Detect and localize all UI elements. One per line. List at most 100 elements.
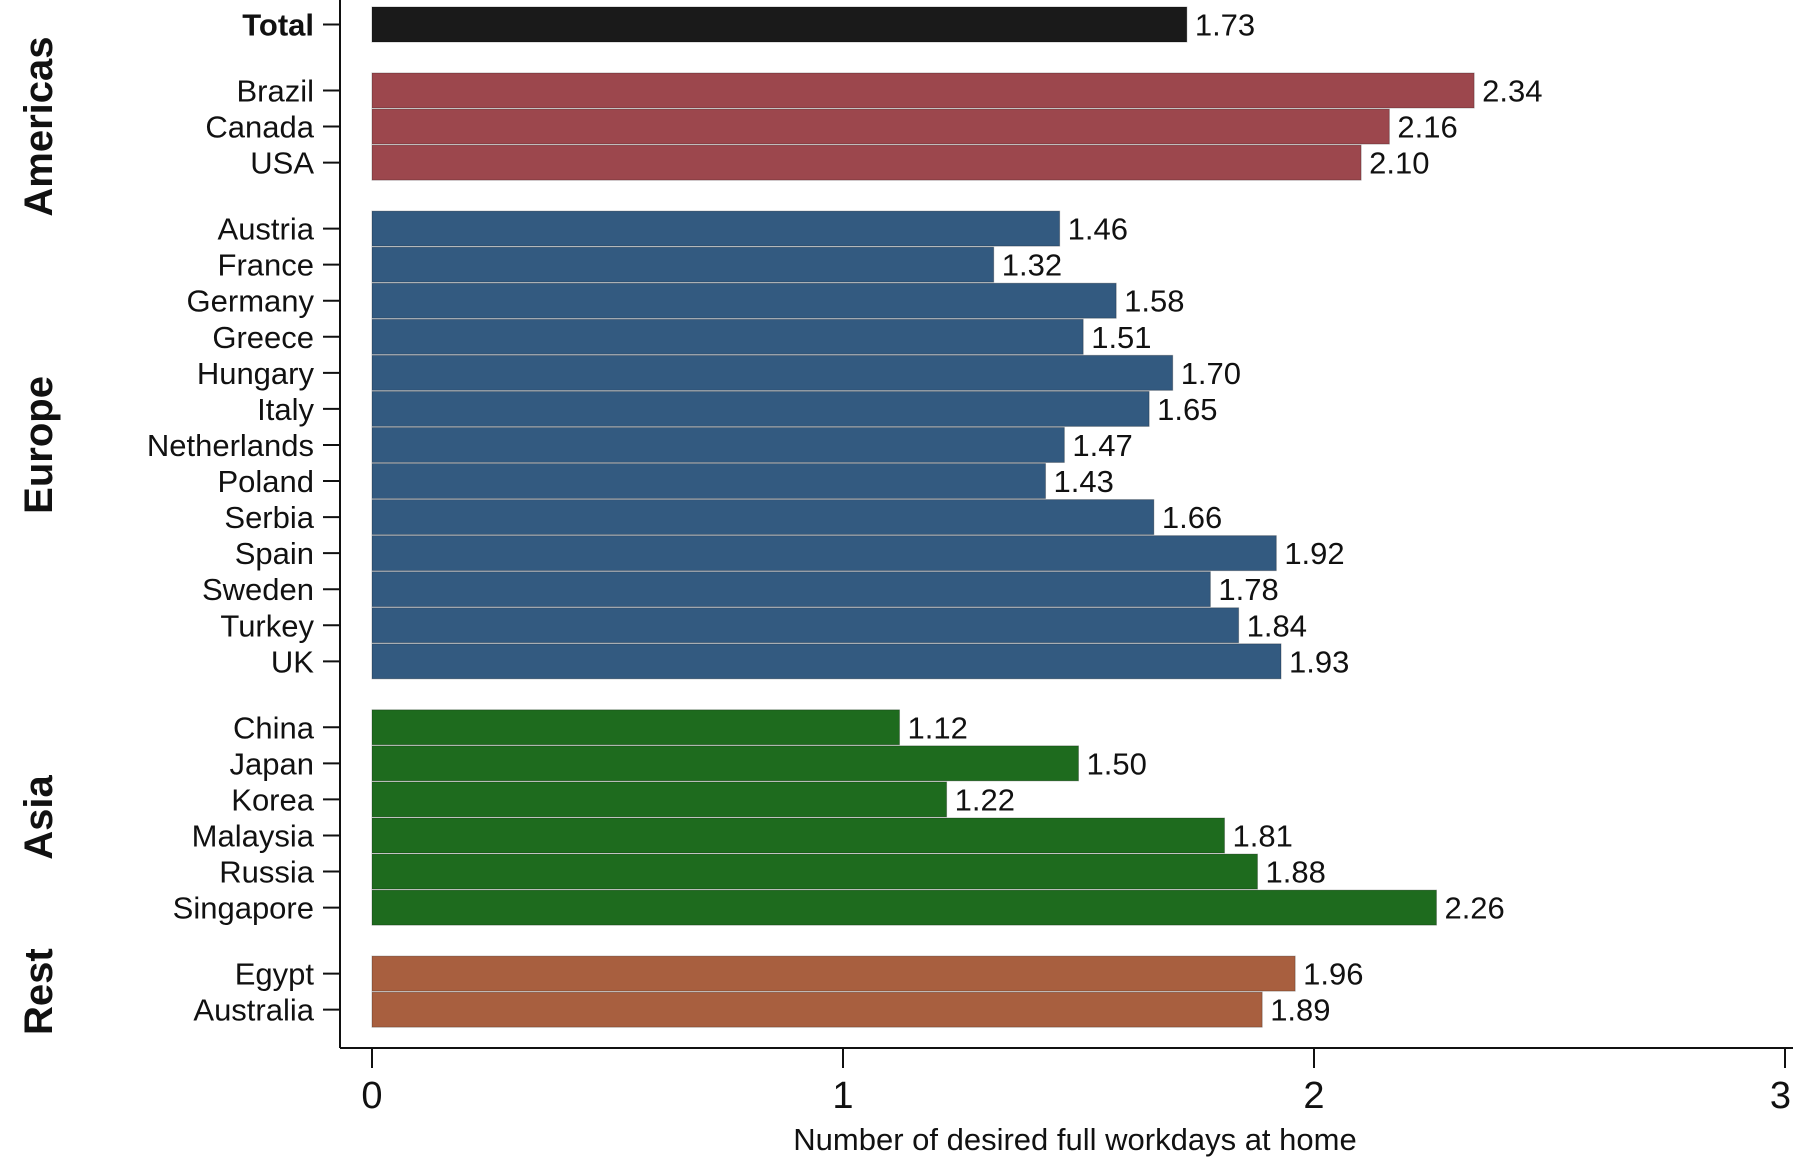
- category-label-germany: Germany: [187, 284, 315, 319]
- value-label-bg-poland: [1047, 464, 1124, 498]
- bar-turkey: [371, 607, 1240, 644]
- value-label-bg-canada: [1391, 110, 1468, 144]
- bar-germany: [371, 282, 1117, 319]
- bar-poland: [371, 463, 1047, 500]
- bar-russia: [371, 853, 1258, 890]
- category-label-spain: Spain: [235, 536, 314, 571]
- x-tick-label-0: 0: [361, 1075, 382, 1117]
- bar-brazil: [371, 72, 1475, 109]
- bar-australia: [371, 991, 1263, 1028]
- value-label-turkey: 1.84: [1247, 608, 1307, 643]
- value-label-france: 1.32: [1002, 248, 1062, 283]
- group-label-rest: Rest: [17, 948, 61, 1035]
- value-label-hungary: 1.70: [1181, 356, 1241, 391]
- value-label-korea: 1.22: [955, 782, 1015, 817]
- value-label-bg-singapore: [1438, 891, 1515, 925]
- value-label-egypt: 1.96: [1303, 957, 1363, 992]
- value-label-japan: 1.50: [1087, 746, 1147, 781]
- value-label-russia: 1.88: [1265, 855, 1325, 890]
- category-label-malaysia: Malaysia: [192, 818, 315, 853]
- category-label-hungary: Hungary: [197, 356, 315, 391]
- value-label-bg-sweden: [1212, 572, 1289, 606]
- x-tick-label-3: 3: [1770, 1075, 1791, 1117]
- value-label-italy: 1.65: [1157, 392, 1217, 427]
- category-label-russia: Russia: [219, 855, 315, 890]
- category-label-usa: USA: [250, 146, 314, 181]
- value-label-bg-hungary: [1174, 356, 1251, 390]
- category-label-austria: Austria: [218, 212, 315, 247]
- value-label-germany: 1.58: [1124, 284, 1184, 319]
- category-label-china: China: [233, 710, 315, 745]
- value-label-bg-spain: [1278, 536, 1355, 570]
- bar-greece: [371, 318, 1084, 355]
- value-label-usa: 2.10: [1369, 146, 1429, 181]
- group-label-europe: Europe: [17, 376, 61, 514]
- category-label-greece: Greece: [212, 320, 314, 355]
- bar-china: [371, 709, 901, 746]
- bar-singapore: [371, 889, 1437, 926]
- bar-total: [371, 6, 1188, 43]
- value-label-uk: 1.93: [1289, 644, 1349, 679]
- value-label-bg-total: [1188, 8, 1265, 41]
- bar-serbia: [371, 499, 1155, 536]
- value-label-sweden: 1.78: [1218, 572, 1278, 607]
- value-label-austria: 1.46: [1068, 212, 1128, 247]
- bar-uk: [371, 643, 1282, 680]
- value-label-greece: 1.51: [1091, 320, 1151, 355]
- bar-egypt: [371, 955, 1296, 992]
- value-label-bg-russia: [1259, 855, 1336, 889]
- x-tick-label-2: 2: [1303, 1075, 1324, 1117]
- value-label-malaysia: 1.81: [1233, 818, 1293, 853]
- bar-canada: [371, 108, 1390, 145]
- value-label-bg-australia: [1264, 993, 1341, 1027]
- value-label-singapore: 2.26: [1444, 891, 1504, 926]
- category-label-canada: Canada: [205, 110, 314, 145]
- group-label-asia: Asia: [17, 774, 61, 859]
- value-label-netherlands: 1.47: [1072, 428, 1132, 463]
- value-label-bg-china: [901, 710, 978, 744]
- bar-usa: [371, 144, 1362, 181]
- category-label-total: Total: [242, 8, 314, 43]
- bar-spain: [371, 535, 1277, 572]
- value-label-bg-korea: [948, 782, 1025, 816]
- value-label-total: 1.73: [1195, 8, 1255, 43]
- value-label-bg-turkey: [1240, 608, 1317, 642]
- value-label-canada: 2.16: [1397, 110, 1457, 145]
- value-label-bg-uk: [1283, 644, 1360, 678]
- category-label-egypt: Egypt: [235, 957, 315, 992]
- value-label-poland: 1.43: [1054, 464, 1114, 499]
- value-label-bg-usa: [1363, 146, 1440, 180]
- category-label-sweden: Sweden: [202, 572, 314, 607]
- x-tick-label-1: 1: [832, 1075, 853, 1117]
- group-label-americas: Americas: [17, 36, 61, 216]
- category-label-australia: Australia: [193, 993, 314, 1028]
- value-label-bg-austria: [1061, 212, 1138, 246]
- value-label-bg-serbia: [1155, 500, 1232, 534]
- bar-france: [371, 246, 995, 283]
- value-label-bg-netherlands: [1066, 428, 1143, 462]
- value-label-bg-brazil: [1476, 73, 1553, 107]
- value-label-china: 1.12: [908, 710, 968, 745]
- category-label-france: France: [218, 248, 314, 283]
- category-label-uk: UK: [271, 644, 314, 679]
- category-label-singapore: Singapore: [173, 891, 314, 926]
- value-label-bg-germany: [1118, 284, 1195, 318]
- value-label-bg-japan: [1080, 746, 1157, 780]
- bar-japan: [371, 745, 1079, 782]
- value-label-bg-greece: [1085, 320, 1162, 354]
- bar-italy: [371, 390, 1150, 427]
- category-label-italy: Italy: [257, 392, 314, 427]
- category-label-poland: Poland: [217, 464, 314, 499]
- bar-netherlands: [371, 426, 1065, 463]
- bar-malaysia: [371, 817, 1226, 854]
- category-label-korea: Korea: [231, 782, 314, 817]
- value-label-bg-egypt: [1297, 957, 1374, 991]
- value-label-serbia: 1.66: [1162, 500, 1222, 535]
- bar-hungary: [371, 354, 1174, 391]
- value-label-bg-france: [995, 248, 1072, 282]
- category-label-serbia: Serbia: [224, 500, 314, 535]
- category-label-netherlands: Netherlands: [147, 428, 314, 463]
- category-label-brazil: Brazil: [236, 73, 314, 108]
- value-label-bg-italy: [1151, 392, 1228, 426]
